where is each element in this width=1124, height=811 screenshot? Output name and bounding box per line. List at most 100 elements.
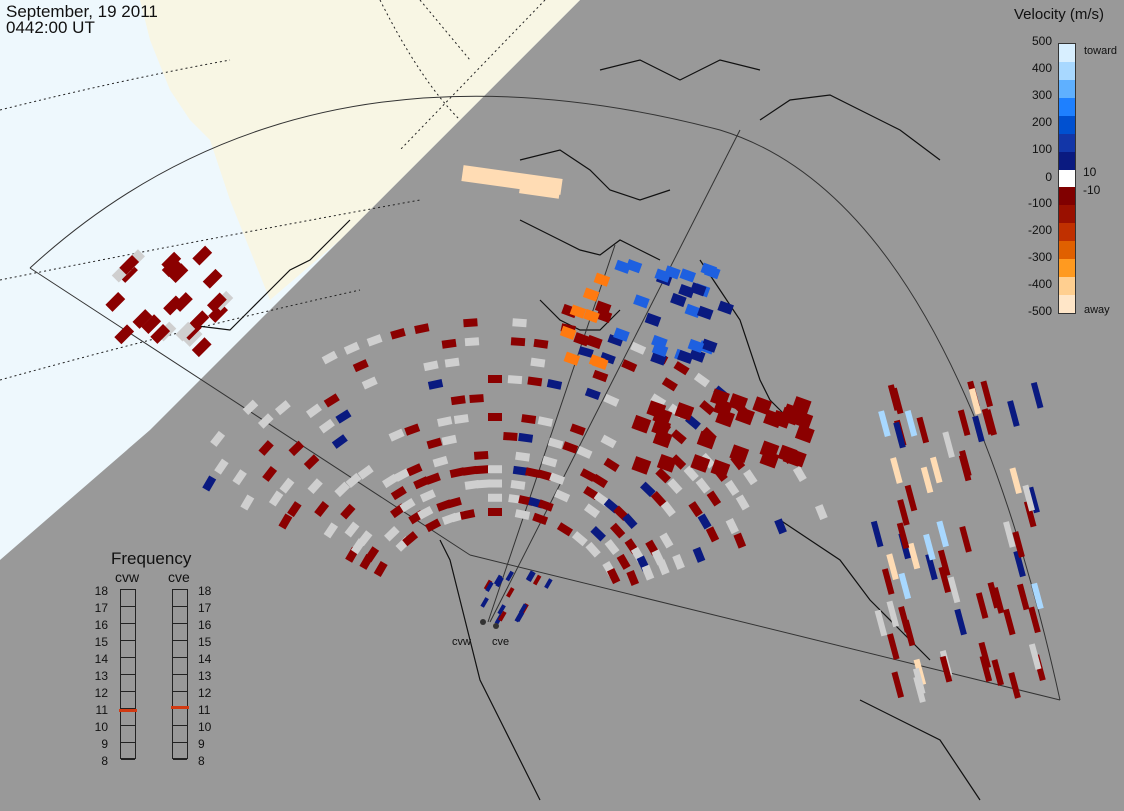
scatter-cell [1003,608,1016,636]
scatter-cell [563,351,581,366]
scatter-cell [689,282,707,297]
scatter-cell [614,259,631,274]
scatter-cell [904,484,918,512]
scatter-cell [373,560,388,578]
velocity-tick-label: 300 [1031,88,1052,102]
scatter-cell [604,539,620,556]
scatter-cell [544,578,553,589]
scatter-cell [700,262,718,277]
scatter-cell [1008,672,1021,699]
colorbar-segment [1059,44,1075,63]
scatter-cell [913,676,926,703]
frequency-cell [121,590,135,607]
frequency-cell [121,726,135,743]
radar-site-cvw [480,619,486,625]
scatter-cell [262,465,278,482]
scatter-cell [495,576,504,588]
scatter-cell [697,513,712,530]
scatter-cell [232,469,247,486]
scatter-cell [242,399,259,416]
scatter-cell [659,532,674,549]
velocity-tick-label: 500 [1031,34,1052,48]
scatter-cell [505,570,514,582]
scatter-cell [603,457,620,472]
scatter-cell [660,501,676,518]
scatter-cell [651,418,672,437]
frequency-cell [173,675,187,692]
scatter-cell [406,463,423,477]
velocity-tick-label: -400 [1027,277,1052,291]
scatter-cell [923,533,936,561]
colorbar-segment [1059,259,1075,278]
scatter-cell [419,489,436,503]
scatter-cell [357,530,373,547]
scatter-cell [700,338,718,353]
frequency-marker [119,709,137,712]
scatter-cell [972,415,985,443]
scatter-cell [388,428,405,442]
scatter-cell [132,309,153,329]
scatter-cell [684,303,702,318]
scatter-cell [607,334,624,347]
scatter-cell [537,499,554,512]
scatter-cell [592,369,609,383]
scatter-cell [939,655,953,683]
scatter-cell [975,592,989,619]
scatter-cell [556,522,574,537]
scatter-cell [886,600,900,628]
scatter-cell [441,434,457,446]
scatter-cell [404,423,421,436]
scatter-cell [488,508,502,516]
frequency-scale-label: 8 [198,754,205,768]
scatter-cell [815,504,828,521]
scatter-cell [497,604,506,615]
scatter-cell [352,359,369,373]
scatter-cell [305,403,322,419]
scatter-cell [925,553,938,581]
scatter-cell [613,327,630,342]
scatter-cell [626,569,640,586]
frequency-cell [173,641,187,658]
scatter-cell [258,440,274,456]
scatter-cell [729,444,750,463]
frequency-cell [121,743,135,760]
scatter-cell [1023,500,1037,528]
scatter-cell [506,587,515,598]
velocity-tick-label: -10 [1083,183,1101,197]
scatter-cell [537,469,553,482]
frequency-cell [121,692,135,709]
colorbar-segment [1059,115,1075,135]
scatter-cell [907,542,921,570]
scatter-cell [595,308,613,324]
scatter-cell [340,503,356,520]
scatter-cell [644,312,662,327]
scatter-cell [514,611,523,623]
frequency-cell [173,607,187,624]
frequency-cell [121,624,135,641]
frequency-cell [173,658,187,675]
velocity-tick-label: -200 [1027,223,1052,237]
scatter-cell [240,494,255,511]
scatter-cell [968,388,982,415]
scatter-cell [792,465,807,483]
scatter-cell [893,421,906,449]
scatter-cell [898,606,911,633]
map-time: 0442:00 UT [6,18,95,37]
scatter-cell [688,348,706,363]
scatter-cell [584,387,601,401]
scatter-cell [599,352,616,365]
scatter-cell [569,304,587,319]
scatter-cell [674,402,695,421]
scatter-cell [559,325,577,340]
scatter-cell [530,357,546,368]
scatter-cell [929,456,943,484]
scatter-cell [958,454,972,482]
scatter-cell [600,434,617,449]
scatter-cell [515,451,531,462]
radar-label-cvw: cvw [452,636,471,648]
scatter-cell [384,526,400,542]
scatter-cell [361,376,378,390]
scatter-cell [390,328,406,340]
